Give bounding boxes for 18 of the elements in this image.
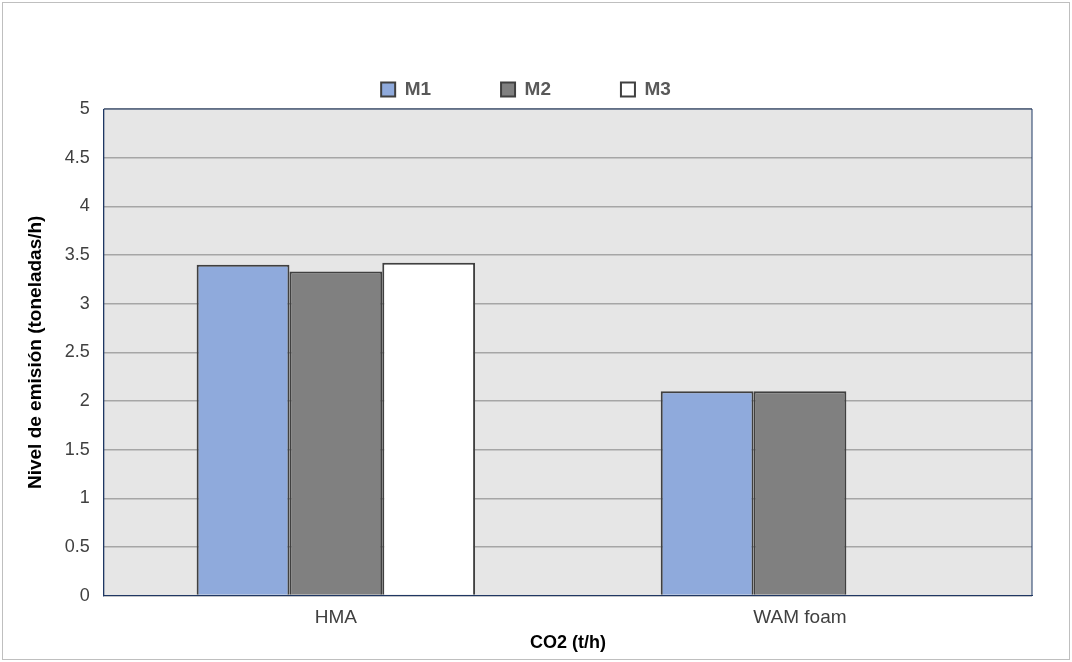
y-tick-label: 0 (79, 584, 90, 605)
y-tick-label: 4.5 (64, 146, 90, 167)
x-axis-title: CO2 (t/h) (529, 632, 606, 653)
y-tick-label: 5 (79, 97, 90, 118)
legend-label: M1 (404, 77, 432, 99)
y-tick-label: 4 (79, 195, 90, 216)
y-tick-label: 3 (79, 292, 90, 313)
y-tick-label: 1.5 (64, 438, 90, 459)
y-tick-label: 1 (79, 487, 90, 508)
y-tick-label: 3.5 (64, 243, 90, 264)
y-tick-label: 2.5 (64, 341, 90, 362)
y-tick-label: 2 (79, 389, 90, 410)
legend-label: M3 (644, 77, 671, 99)
y-axis-title: Nivel de emisión (toneladas/h) (23, 215, 45, 490)
y-tick-label: 0.5 (64, 535, 90, 556)
x-tick-label: WAM foam (753, 606, 847, 628)
x-tick-label: HMA (314, 606, 358, 628)
legend-label: M2 (524, 77, 551, 99)
